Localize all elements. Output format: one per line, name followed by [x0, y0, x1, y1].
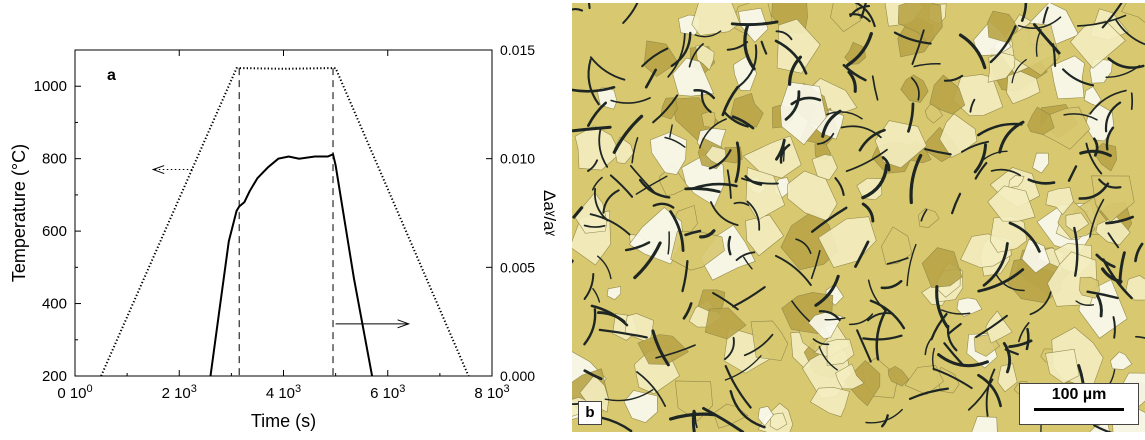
- chart-svg: 0 100 2 103 4 103 6 103 8 103 200 400 600 800 100…: [0, 0, 560, 435]
- chart-panel-a: 0 100 2 103 4 103 6 103 8 103 200 400 600 800 100…: [0, 0, 560, 435]
- scale-bar-label: 100 µm: [1020, 386, 1138, 404]
- y-left-tick-label: 400: [42, 296, 67, 313]
- x-tick-label: 6 103: [370, 383, 405, 402]
- x-tick-label: 8 103: [474, 383, 509, 402]
- y-right-tick-label: 0.015: [500, 42, 535, 58]
- y-left-axis-label: Temperature (°C): [9, 144, 29, 282]
- plot-frame: [75, 50, 492, 376]
- micrograph-panel-b: b 100 µm: [572, 3, 1145, 432]
- panel-a-label: a: [107, 67, 116, 84]
- y-left-tick-label: 200: [42, 368, 67, 385]
- micrograph-image: [572, 3, 1145, 432]
- y-left-tick-label: 800: [42, 151, 67, 168]
- y-right-tick-label: 0.000: [500, 368, 535, 384]
- y-left-tick-label: 1000: [34, 78, 67, 95]
- x-tick-label: 2 103: [162, 383, 197, 402]
- y-right-axis-label: Δaˠ/aˠ: [540, 190, 559, 236]
- y-left-tick-label: 600: [42, 223, 67, 240]
- temperature-series-line: [101, 68, 468, 376]
- scale-bar-line: [1034, 408, 1124, 411]
- lattice-strain-series-line: [211, 154, 373, 376]
- panel-b-label: b: [578, 401, 602, 425]
- x-axis-label: Time (s): [251, 411, 316, 431]
- x-tick-label: 4 103: [266, 383, 301, 402]
- y-right-tick-label: 0.010: [500, 151, 535, 167]
- martensite-needle: [1132, 93, 1133, 109]
- y-right-tick-label: 0.005: [500, 259, 535, 275]
- grain: [701, 112, 715, 128]
- x-tick-label: 0 100: [57, 383, 92, 402]
- scale-bar: 100 µm: [1019, 383, 1139, 425]
